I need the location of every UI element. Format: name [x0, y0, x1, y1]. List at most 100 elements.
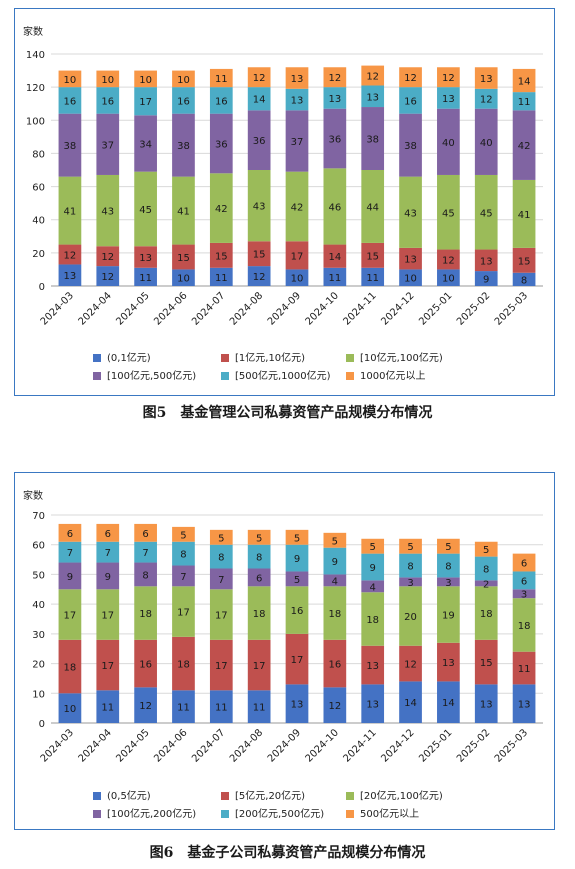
bar-segment — [58, 589, 82, 640]
data-label: 16 — [177, 96, 190, 107]
legend-swatch — [346, 372, 354, 380]
bar-segment — [437, 538, 460, 554]
stacked-bar-chart-fund-mgmt: 家数 0 20 40 60 80 100 120 140 13 12 41 38 16 10 2024-03 1… — [23, 25, 543, 328]
x-tick-label: 2024-05 — [114, 290, 151, 327]
y-tick-label: 60 — [32, 183, 45, 194]
bar-segment — [58, 541, 82, 563]
data-label: 11 — [215, 703, 228, 714]
bar-segment — [209, 639, 233, 691]
bar-segment — [172, 87, 195, 114]
bar-segment — [96, 70, 120, 88]
data-label: 13 — [366, 700, 379, 711]
data-label: 10 — [101, 75, 114, 86]
data-label: 36 — [253, 136, 266, 147]
bar-segment — [58, 264, 82, 286]
x-tick-label: 2024-09 — [266, 727, 303, 764]
data-label: 8 — [407, 562, 413, 573]
data-label: 36 — [328, 135, 341, 146]
bar-segment — [399, 645, 422, 682]
bar-segment — [247, 544, 271, 569]
x-tick-label: 2024-07 — [190, 727, 227, 764]
bar-segment — [96, 246, 120, 267]
bar-segment — [96, 174, 120, 247]
bar-segment — [247, 639, 271, 691]
legend-item: [100亿元,500亿元) — [93, 367, 196, 382]
bar-segment — [399, 553, 422, 578]
data-label: 13 — [480, 700, 493, 711]
data-label: 17 — [177, 608, 190, 619]
data-label: 12 — [253, 272, 266, 283]
bar-segment — [247, 529, 271, 545]
bar-segment — [399, 681, 422, 723]
legend-label: [1亿元,10亿元) — [235, 353, 306, 364]
bar-segment — [172, 526, 195, 542]
bar-segment — [437, 577, 460, 587]
data-label: 8 — [218, 553, 224, 564]
bar-segment — [474, 541, 498, 557]
bar-segment — [361, 242, 385, 268]
bar-segment — [58, 562, 82, 590]
bar-segment — [437, 642, 460, 682]
data-label: 17 — [101, 611, 114, 622]
legend-label: [5亿元,20亿元) — [235, 791, 306, 802]
bar-segment — [474, 174, 498, 250]
legend-item: [200亿元,500亿元) — [221, 805, 324, 820]
bar-segment — [134, 70, 157, 88]
bar-segment — [134, 586, 157, 640]
data-label: 11 — [215, 74, 228, 85]
bar-segment — [285, 571, 309, 587]
data-label: 3 — [521, 590, 527, 601]
data-label: 6 — [142, 529, 148, 540]
data-label: 17 — [291, 655, 304, 666]
bar-segment — [437, 174, 460, 250]
data-label: 38 — [64, 141, 77, 152]
bar-segment — [437, 586, 460, 643]
bar-segment — [172, 113, 195, 177]
bar-segment — [323, 87, 347, 109]
stacked-bar-chart-fund-subsidiary: 家数 0 10 20 30 40 50 60 70 10 18 17 9 7 6 2024-03 11 17 17 9… — [23, 489, 543, 765]
data-label: 12 — [404, 660, 417, 671]
bar-segment — [209, 267, 233, 286]
bar-segment — [209, 529, 233, 545]
bar-segment — [58, 693, 82, 723]
data-label: 41 — [518, 210, 531, 221]
bar-segment — [512, 553, 536, 572]
bar-segment — [361, 684, 385, 723]
data-label: 17 — [291, 251, 304, 262]
data-label: 46 — [328, 202, 341, 213]
data-label: 5 — [370, 542, 376, 553]
data-label: 15 — [518, 256, 531, 267]
data-label: 4 — [370, 582, 376, 593]
bar-segment — [474, 88, 498, 109]
data-label: 13 — [291, 700, 304, 711]
y-tick-label: 140 — [26, 50, 45, 61]
bar-segment — [323, 639, 347, 688]
bar-segment — [58, 176, 82, 245]
data-label: 9 — [370, 563, 376, 574]
bar-segment — [134, 267, 157, 286]
legend-swatch — [346, 810, 354, 818]
x-tick-label: 2025-03 — [493, 727, 530, 764]
bar-segment — [134, 246, 157, 268]
data-label: 11 — [366, 273, 379, 284]
bar-segment — [361, 592, 385, 646]
bar-segment — [512, 571, 536, 590]
x-tick-label: 2024-05 — [114, 727, 151, 764]
bar-segment — [96, 690, 120, 723]
x-tick-label: 2024-08 — [228, 727, 265, 764]
bar-segment — [58, 87, 82, 114]
bar-segment — [96, 87, 120, 114]
x-tick-label: 2024-07 — [190, 290, 227, 327]
data-label: 42 — [518, 141, 531, 152]
x-tick-label: 2024-06 — [152, 290, 189, 327]
x-tick-label: 2025-01 — [417, 727, 454, 764]
bar-segment — [474, 67, 498, 89]
legend-swatch — [93, 810, 101, 818]
bar-segment — [361, 538, 385, 554]
bar-segment — [474, 556, 498, 581]
data-label: 6 — [67, 529, 73, 540]
y-tick-label: 40 — [32, 600, 45, 611]
bar-segment — [399, 577, 422, 587]
figure-caption: 图6 基金子公司私募资管产品规模分布情况 — [149, 845, 426, 861]
bar-segment — [285, 171, 309, 242]
